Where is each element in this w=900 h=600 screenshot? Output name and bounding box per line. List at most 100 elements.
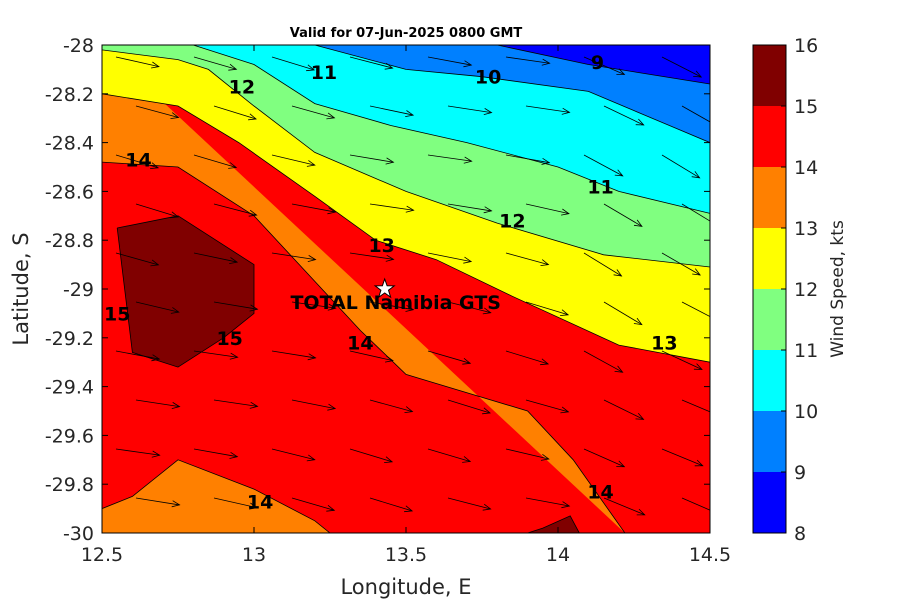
contour-label: 15 <box>216 328 242 350</box>
contour-label: 15 <box>104 303 130 325</box>
y-tick-label: -29.8 <box>45 474 94 496</box>
colorbar-swatch <box>753 45 786 106</box>
wind-arrow <box>583 56 626 75</box>
y-tick-label: -29.6 <box>45 425 94 447</box>
y-tick-label: -28.2 <box>45 84 94 106</box>
contour-label: 13 <box>368 235 394 257</box>
wind-arrow <box>525 105 571 115</box>
contour-band <box>527 515 580 533</box>
colorbar-tick-label: 10 <box>794 401 818 423</box>
wind-arrow <box>135 105 180 119</box>
wind-arrow <box>349 252 395 262</box>
wind-arrow <box>427 252 473 264</box>
contour-label: 14 <box>125 150 151 172</box>
wind-arrow <box>291 105 336 120</box>
wind-arrow <box>291 399 337 411</box>
wind-arrow <box>505 350 550 366</box>
x-tick-label: 13.5 <box>385 544 427 566</box>
wind-arrow <box>135 203 180 219</box>
wind-arrow <box>681 301 710 318</box>
wind-arrow <box>525 203 570 216</box>
contour-line-15 <box>116 215 255 368</box>
contour-line-12 <box>102 49 710 268</box>
x-axis-label: Longitude, E <box>340 575 471 599</box>
y-tick-label: -29.2 <box>45 328 94 350</box>
colorbar: 8 9 10 11 12 13 14 15 16 <box>752 35 818 545</box>
wind-arrow <box>213 399 259 409</box>
contour-line-14 <box>102 459 331 533</box>
station-name: TOTAL Namibia GTS <box>290 292 501 314</box>
contour-label: 11 <box>311 62 337 84</box>
wind-arrow <box>447 301 492 315</box>
wind-arrow <box>349 448 394 463</box>
wind-arrow <box>271 448 316 462</box>
contour-label: 13 <box>651 333 677 355</box>
contour-label: 14 <box>247 491 273 513</box>
wind-arrow <box>193 252 239 264</box>
chart-title: Valid for 07-Jun-2025 0800 GMT <box>290 26 523 41</box>
wind-arrow <box>661 448 704 467</box>
contour-band <box>497 45 710 84</box>
wind-arrow <box>447 203 493 214</box>
contour-label: 12 <box>229 76 255 98</box>
station-marker: TOTAL Namibia GTS <box>290 277 501 314</box>
wind-arrow <box>525 301 570 316</box>
contour-fills <box>102 45 710 533</box>
x-tick-label: 14 <box>546 544 570 566</box>
wind-arrow <box>291 497 336 512</box>
wind-arrow <box>447 497 492 511</box>
contour-label: 14 <box>587 482 613 504</box>
station-star-icon <box>373 277 396 299</box>
y-tick-label: -29 <box>63 279 94 301</box>
wind-arrow <box>193 154 238 169</box>
wind-arrow <box>291 203 337 215</box>
wind-arrows <box>115 56 710 516</box>
colorbar-label: Wind Speed, kts <box>828 220 848 358</box>
wind-arrow <box>427 448 472 463</box>
y-tick-label: -28.8 <box>45 230 94 252</box>
wind-arrow <box>369 399 414 413</box>
wind-arrow <box>271 350 317 361</box>
wind-arrow <box>583 252 623 277</box>
contour-band <box>314 45 710 143</box>
contour-line-9 <box>497 45 710 85</box>
wind-arrow <box>427 154 473 164</box>
x-tick-label: 13 <box>242 544 266 566</box>
colorbar-swatch <box>753 350 786 411</box>
y-tick-label: -29.4 <box>45 377 94 399</box>
contour-line-15 <box>527 515 580 533</box>
wind-arrow <box>115 252 160 267</box>
plot-area: 9 10 11 12 11 12 13 13 14 14 15 15 14 14 TOTAL Namibi… <box>101 44 711 534</box>
colorbar-swatch <box>753 228 786 289</box>
wind-arrow <box>369 497 414 513</box>
y-axis-label: Latitude, S <box>9 232 33 345</box>
wind-arrow <box>603 301 643 326</box>
colorbar-swatch <box>753 472 786 533</box>
wind-arrow <box>681 105 710 123</box>
contour-band <box>102 459 330 533</box>
colorbar-tick-label: 15 <box>794 96 818 118</box>
wind-arrow <box>349 154 395 165</box>
colorbar-tick-label: 11 <box>794 340 818 362</box>
x-axis: 12.5 13 13.5 14 14.5 <box>81 45 731 566</box>
wind-arrow <box>427 56 473 68</box>
wind-arrow <box>505 448 550 461</box>
wind-arrow <box>583 350 624 373</box>
wind-arrow <box>135 301 180 314</box>
wind-arrow <box>369 203 415 213</box>
contour-line-11 <box>193 45 710 214</box>
wind-arrow <box>661 154 701 179</box>
wind-arrow <box>271 56 316 72</box>
wind-arrow <box>661 56 703 78</box>
colorbar-tick-label: 13 <box>794 218 818 240</box>
colorbar-swatch <box>753 411 786 472</box>
wind-arrow <box>525 399 570 414</box>
y-axis: -28 -28.2 -28.4 -28.6 -28.8 -29 -29.2 -29.4 -29.… <box>45 35 710 545</box>
colorbar-swatch <box>753 289 786 350</box>
wind-arrow <box>603 497 646 516</box>
contour-band <box>102 45 625 533</box>
y-tick-label: -28.4 <box>45 133 94 155</box>
contour-label: 9 <box>591 52 604 74</box>
contour-line-13 <box>102 93 710 363</box>
